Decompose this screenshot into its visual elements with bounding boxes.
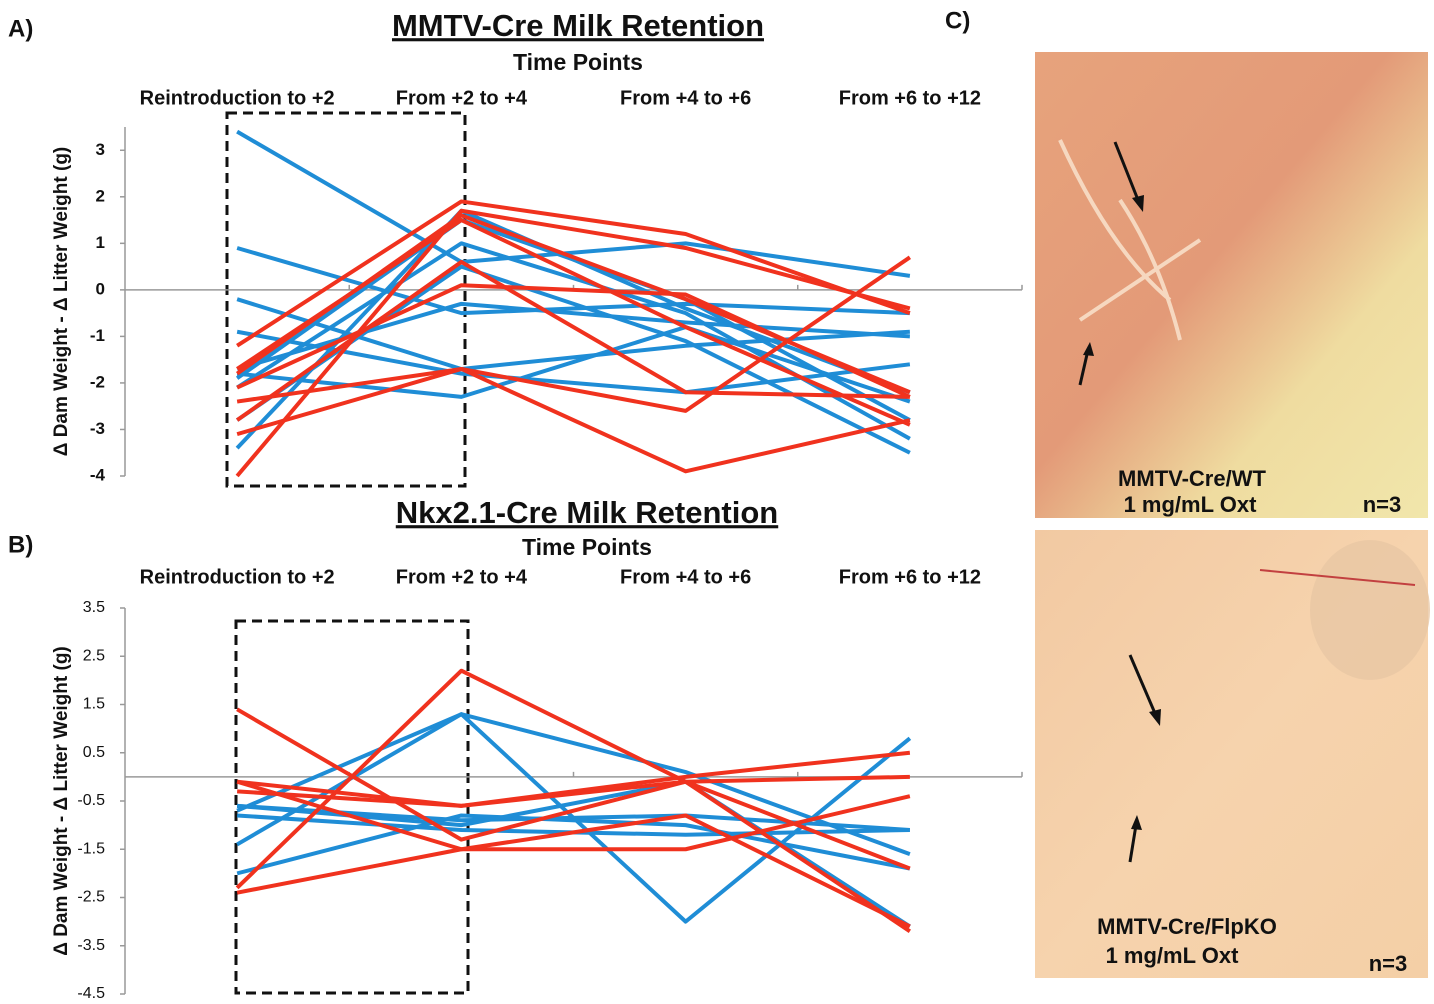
data-line xyxy=(236,199,911,348)
data-line xyxy=(236,283,911,399)
y-tick-label: -3 xyxy=(90,419,105,438)
data-line xyxy=(235,208,911,450)
data-line xyxy=(236,366,911,474)
data-line xyxy=(236,779,911,929)
y-tick-label: 1 xyxy=(96,233,105,252)
x-tick-label: From +2 to +4 xyxy=(396,566,528,588)
data-line xyxy=(236,794,911,895)
data-line xyxy=(236,779,911,929)
x-tick-label: From +6 to +12 xyxy=(839,87,981,109)
photo-n: n=3 xyxy=(1369,951,1408,976)
photo-detail xyxy=(1259,569,1416,586)
photo-detail xyxy=(1310,540,1430,680)
arrow-head xyxy=(1131,815,1142,830)
data-line xyxy=(236,329,911,395)
arrow xyxy=(1078,349,1090,386)
arrow-head xyxy=(1083,342,1094,356)
y-tick-label: 2 xyxy=(96,186,105,205)
y-tick-label: 0 xyxy=(96,279,105,298)
y-tick-label: -4.5 xyxy=(77,985,105,1002)
y-tick-label: -2 xyxy=(90,372,105,391)
data-line xyxy=(236,774,910,808)
panel-label: A) xyxy=(8,15,33,42)
arrow-head xyxy=(1132,195,1144,212)
data-line xyxy=(235,259,910,422)
x-tick-label: From +4 to +6 xyxy=(620,87,751,109)
data-line xyxy=(235,668,911,890)
data-line xyxy=(236,129,911,278)
arrow xyxy=(1113,141,1142,206)
arrow xyxy=(1128,654,1159,719)
data-line xyxy=(236,750,911,808)
y-tick-label: 3 xyxy=(96,140,105,159)
x-tick-label: Reintroduction to +2 xyxy=(140,566,335,588)
y-tick-label: -3.5 xyxy=(77,937,105,954)
photo-caption: MMTV-Cre/WT xyxy=(1118,466,1266,491)
data-line xyxy=(236,218,911,427)
photo-caption: MMTV-Cre/FlpKO xyxy=(1097,914,1277,939)
chart-title: MMTV-Cre Milk Retention xyxy=(392,8,764,43)
chart-title: Nkx2.1-Cre Milk Retention xyxy=(396,495,778,530)
y-tick-label: 1.5 xyxy=(83,696,105,713)
x-tick-label: From +6 to +12 xyxy=(839,566,981,588)
y-tick-label: -0.5 xyxy=(77,792,105,809)
y-tick-label: 2.5 xyxy=(83,647,105,664)
photo-caption: 1 mg/mL Oxt xyxy=(1106,943,1240,968)
panel-label: C) xyxy=(945,7,970,34)
highlight-box xyxy=(225,111,467,488)
photo-panel: MMTV-Cre/FlpKO 1 mg/mL Oxt n=3 xyxy=(1035,530,1430,978)
y-axis-label: Δ Dam Weight - Δ Litter Weight (g) xyxy=(51,147,72,456)
x-tick-label: Reintroduction to +2 xyxy=(140,87,335,109)
data-line xyxy=(236,813,911,876)
data-line xyxy=(236,255,912,413)
y-tick-label: -4 xyxy=(90,465,106,484)
photo-detail xyxy=(1058,139,1202,341)
x-tick-label: From +2 to +4 xyxy=(396,87,528,109)
data-line xyxy=(236,712,911,856)
y-tick-label: -1 xyxy=(90,326,105,345)
chart-subtitle: Time Points xyxy=(513,49,643,75)
data-line xyxy=(236,707,911,933)
photo-panel: MMTV-Cre/WT 1 mg/mL Oxt n=3 xyxy=(1035,52,1428,518)
y-tick-label: 3.5 xyxy=(83,599,105,616)
y-axis-label: Δ Dam Weight - Δ Litter Weight (g) xyxy=(51,646,72,955)
arrow-head xyxy=(1149,709,1161,726)
panel-label: B) xyxy=(8,531,33,558)
arrow xyxy=(1128,824,1138,863)
chart-subtitle: Time Points xyxy=(522,534,652,560)
x-tick-label: From +4 to +6 xyxy=(620,566,751,588)
y-tick-label: -1.5 xyxy=(77,840,105,857)
photo xyxy=(1035,52,1428,518)
photo-n: n=3 xyxy=(1363,492,1402,517)
photo-caption: 1 mg/mL Oxt xyxy=(1124,492,1258,517)
y-tick-label: 0.5 xyxy=(83,744,105,761)
y-tick-label: -2.5 xyxy=(77,889,105,906)
data-line xyxy=(236,297,910,371)
data-line xyxy=(236,246,910,316)
